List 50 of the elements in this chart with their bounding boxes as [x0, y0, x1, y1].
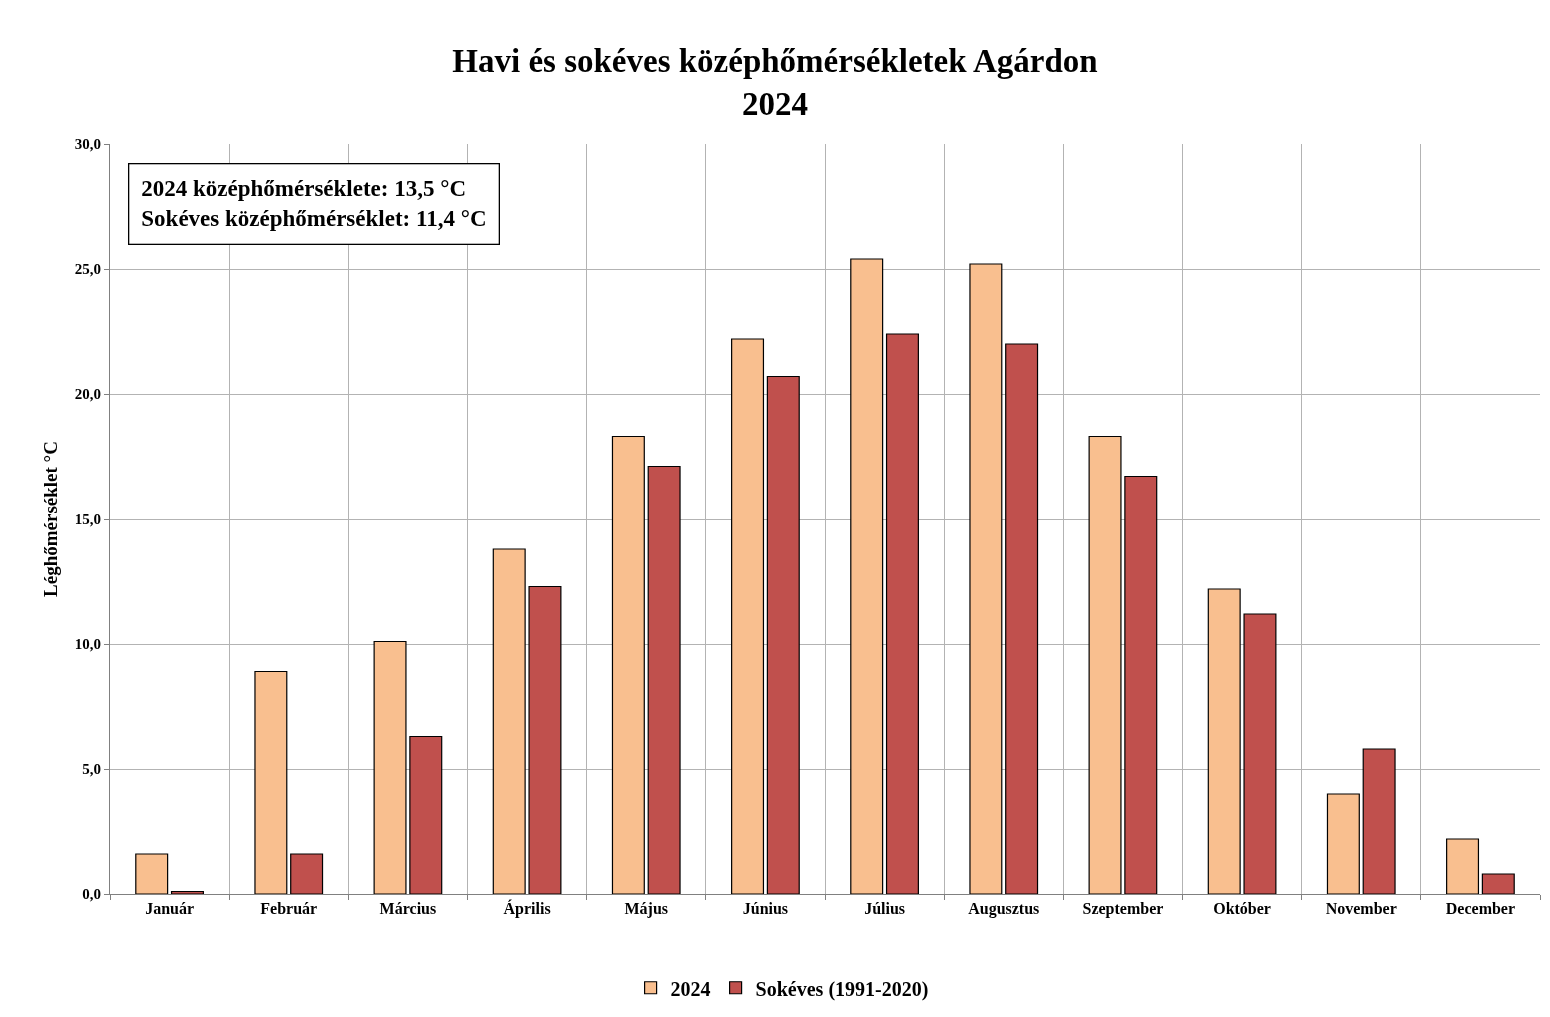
bar — [254, 670, 288, 894]
bar — [1446, 838, 1480, 894]
x-tick-label: Április — [503, 899, 551, 919]
x-tick-label: Július — [864, 900, 906, 918]
y-tick-label: 15,0 — [74, 511, 101, 528]
bar — [1243, 613, 1277, 894]
bar — [1088, 435, 1122, 894]
y-tick-label: 0,0 — [82, 886, 101, 903]
x-tick-label: Október — [1213, 900, 1271, 918]
annotation: Sokéves középhőmérséklet: 11,4 °C — [141, 206, 487, 232]
bar — [969, 263, 1003, 894]
bar — [1124, 475, 1158, 894]
bar — [1005, 343, 1039, 894]
x-tick-label: December — [1445, 900, 1516, 918]
bar — [611, 435, 645, 894]
x-tick-label: Június — [742, 900, 789, 918]
bar — [528, 585, 562, 894]
bar — [766, 375, 800, 894]
bar — [290, 853, 324, 894]
y-tick-label: 25,0 — [74, 261, 101, 278]
chart-subtitle: 2024 — [742, 85, 808, 122]
bar — [731, 338, 765, 894]
y-tick-label: 10,0 — [74, 636, 101, 653]
bar — [170, 890, 204, 894]
x-tick-label: Február — [260, 900, 318, 918]
legend-label: 2024 — [670, 977, 711, 1000]
x-tick-label: Augusztus — [968, 900, 1040, 919]
bar — [850, 258, 884, 894]
bar — [409, 735, 443, 894]
x-tick-label: Szeptember — [1082, 900, 1164, 919]
y-tick-label: 5,0 — [82, 761, 101, 778]
bar — [1326, 793, 1360, 894]
y-axis-title: Léghőmérséklet °C — [39, 441, 61, 597]
bar — [1207, 588, 1241, 894]
bar — [135, 853, 169, 894]
bar — [373, 640, 407, 894]
bar — [647, 465, 681, 894]
y-tick-label: 20,0 — [74, 386, 101, 403]
chart-title: Havi és sokéves középhőmérsékletek Agárdon — [452, 43, 1098, 79]
x-tick-label: Március — [379, 900, 437, 918]
x-tick-label: November — [1325, 900, 1397, 918]
annotation: 2024 középhőmérséklete: 13,5 °C — [141, 176, 467, 202]
bar — [1481, 873, 1515, 894]
legend-label: Sokéves (1991-2020) — [755, 977, 929, 1001]
bar — [1362, 748, 1396, 894]
bar — [885, 333, 919, 894]
x-tick-label: Május — [624, 900, 669, 919]
y-tick-label: 30,0 — [74, 136, 101, 153]
bar — [492, 548, 526, 894]
x-tick-label: Január — [145, 900, 195, 918]
